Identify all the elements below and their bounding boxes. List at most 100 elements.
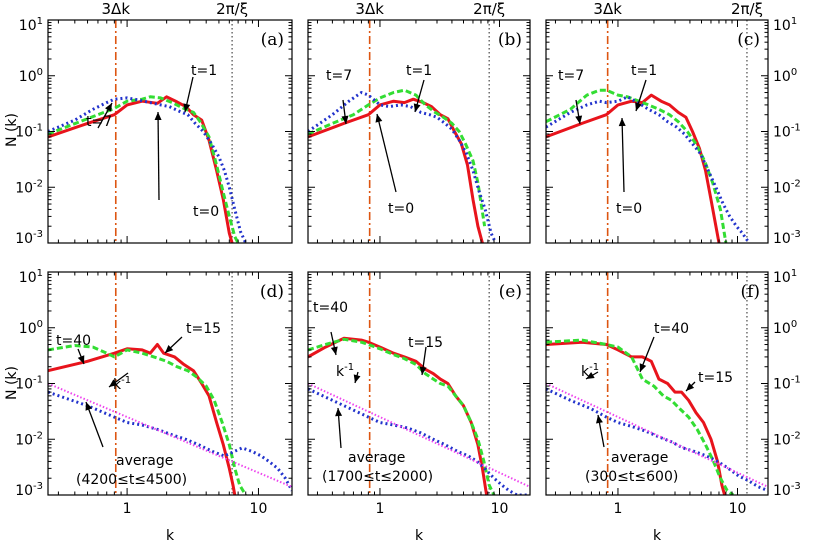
arrow-head [639, 363, 647, 372]
series-average [48, 390, 292, 492]
series-group [308, 88, 498, 243]
x-tick-label: 10 [491, 501, 509, 517]
arrow-head [375, 114, 383, 123]
y-tick-label: 10-3 [15, 229, 43, 247]
arrow-head [618, 118, 626, 127]
series-group [48, 95, 248, 243]
arrow-head [105, 103, 112, 112]
arrow-head [341, 115, 349, 124]
plot-frame [545, 19, 769, 244]
panel-f: 10110010-110-210-3(f)t=40t=15k-1average(… [545, 268, 801, 517]
arrow-head [109, 379, 118, 387]
y-tick-label: 10-1 [15, 375, 43, 393]
annotation-arrow [157, 111, 160, 201]
annotation-arrow [621, 117, 625, 193]
plot-frame [307, 19, 531, 244]
annotation: t=1 [631, 63, 657, 79]
series-k-1 [48, 382, 292, 488]
arrow-head [335, 408, 343, 417]
arrow-head [596, 415, 603, 424]
y-tick-label: 10-2 [15, 430, 43, 448]
y-tick-label: 10-2 [773, 430, 801, 448]
annotation: k-1 [336, 362, 354, 380]
series-t-40 [546, 338, 735, 495]
y-tick-label: 10-3 [773, 481, 801, 499]
plot-frame [47, 19, 293, 244]
panel-label: (c) [737, 30, 760, 50]
annotation: (4200≤t≤4500) [76, 472, 187, 488]
annotation: t=1 [191, 63, 217, 79]
panel-c: 101 100 10-1 10-2 10-3 (c) t=7 t=1 t=0 [545, 16, 801, 247]
annotation: average [116, 453, 173, 469]
panel-label: (f) [740, 282, 760, 302]
y-tick-label: 10-2 [15, 178, 43, 196]
y-tick-label: 10-2 [773, 178, 801, 196]
y-tick-label: 10-1 [773, 123, 801, 141]
panel-d: 10110010-110-210-3(d)t=40t=15k-1average(… [15, 268, 293, 517]
arrow-head [165, 344, 174, 353]
y-tick-label: 10-1 [15, 123, 43, 141]
y-tick-label: 10-3 [15, 481, 43, 499]
x-tick-label: 1 [376, 501, 385, 517]
panel-label: (d) [260, 282, 284, 302]
annotation: average [348, 450, 405, 466]
annotation: t=0 [388, 201, 414, 217]
top-label: 3Δk [355, 0, 384, 18]
series-t-1 [546, 88, 728, 243]
annotation: t=0 [193, 204, 219, 220]
series-t-7 [546, 95, 751, 243]
annotation-arrow [85, 401, 104, 448]
y-axis-label-top: N (k) [4, 113, 20, 147]
top-labels: 3Δk 2π/ξ 3Δk 2π/ξ 3Δk 2π/ξ [102, 0, 763, 18]
y-tick-label: 101 [19, 268, 43, 286]
arrow-head [575, 115, 583, 124]
arrow-head [686, 382, 695, 391]
x-tick-label: 10 [729, 501, 747, 517]
arrow-head [183, 103, 191, 112]
y-tick-label: 100 [19, 319, 43, 337]
y-tick-label: 101 [773, 16, 797, 34]
annotation: average [611, 450, 668, 466]
arrow-head [635, 102, 642, 111]
panel-e: (e) t=40 t=15 k-1 average (1700≤t≤2000) 1 10 [307, 271, 531, 517]
top-label: 2π/ξ [473, 0, 505, 18]
x-tick-label: 1 [614, 501, 623, 517]
x-tick-label: 10 [250, 501, 268, 517]
annotation: t=7 [326, 68, 352, 84]
y-tick-label: 10-3 [773, 229, 801, 247]
series-t-40 [308, 337, 496, 495]
arrow-head [330, 346, 338, 355]
series-k-1 [308, 382, 530, 488]
arrow-head [419, 366, 427, 375]
annotation: t=0 [616, 201, 642, 217]
arrow-head [586, 371, 595, 379]
top-label: 2π/ξ [731, 0, 763, 18]
annotation: t=1 [406, 63, 432, 79]
series-k-1 [546, 382, 768, 488]
annotation: t=40 [56, 333, 91, 349]
annotation: (300≤t≤600) [585, 469, 678, 485]
top-label: 3Δk [593, 0, 622, 18]
annotation: t=15 [186, 321, 221, 337]
y-tick-label: 101 [773, 268, 797, 286]
series-group [546, 338, 768, 495]
panel-a: 101 100 10-1 10-2 10-3 (a) t=7 t=1 t=0 [15, 16, 293, 247]
arrow-head [154, 112, 162, 121]
series-group [48, 343, 292, 495]
annotation: t=15 [698, 370, 733, 386]
y-axis-label-bottom: N (k) [4, 366, 20, 400]
series-t-0 [308, 97, 484, 243]
panel-label: (a) [261, 30, 284, 50]
annotation: t=7 [558, 68, 584, 84]
panel-label: (b) [498, 30, 522, 50]
panel-label: (e) [499, 282, 522, 302]
series-t-7 [48, 96, 248, 243]
arrow-head [353, 374, 361, 383]
x-axis-label: k [166, 528, 175, 544]
y-tick-label: 101 [19, 16, 43, 34]
annotation-arrow [376, 113, 397, 193]
panel-b: (b) t=7 t=1 t=0 [307, 19, 531, 244]
series-group [546, 88, 751, 243]
